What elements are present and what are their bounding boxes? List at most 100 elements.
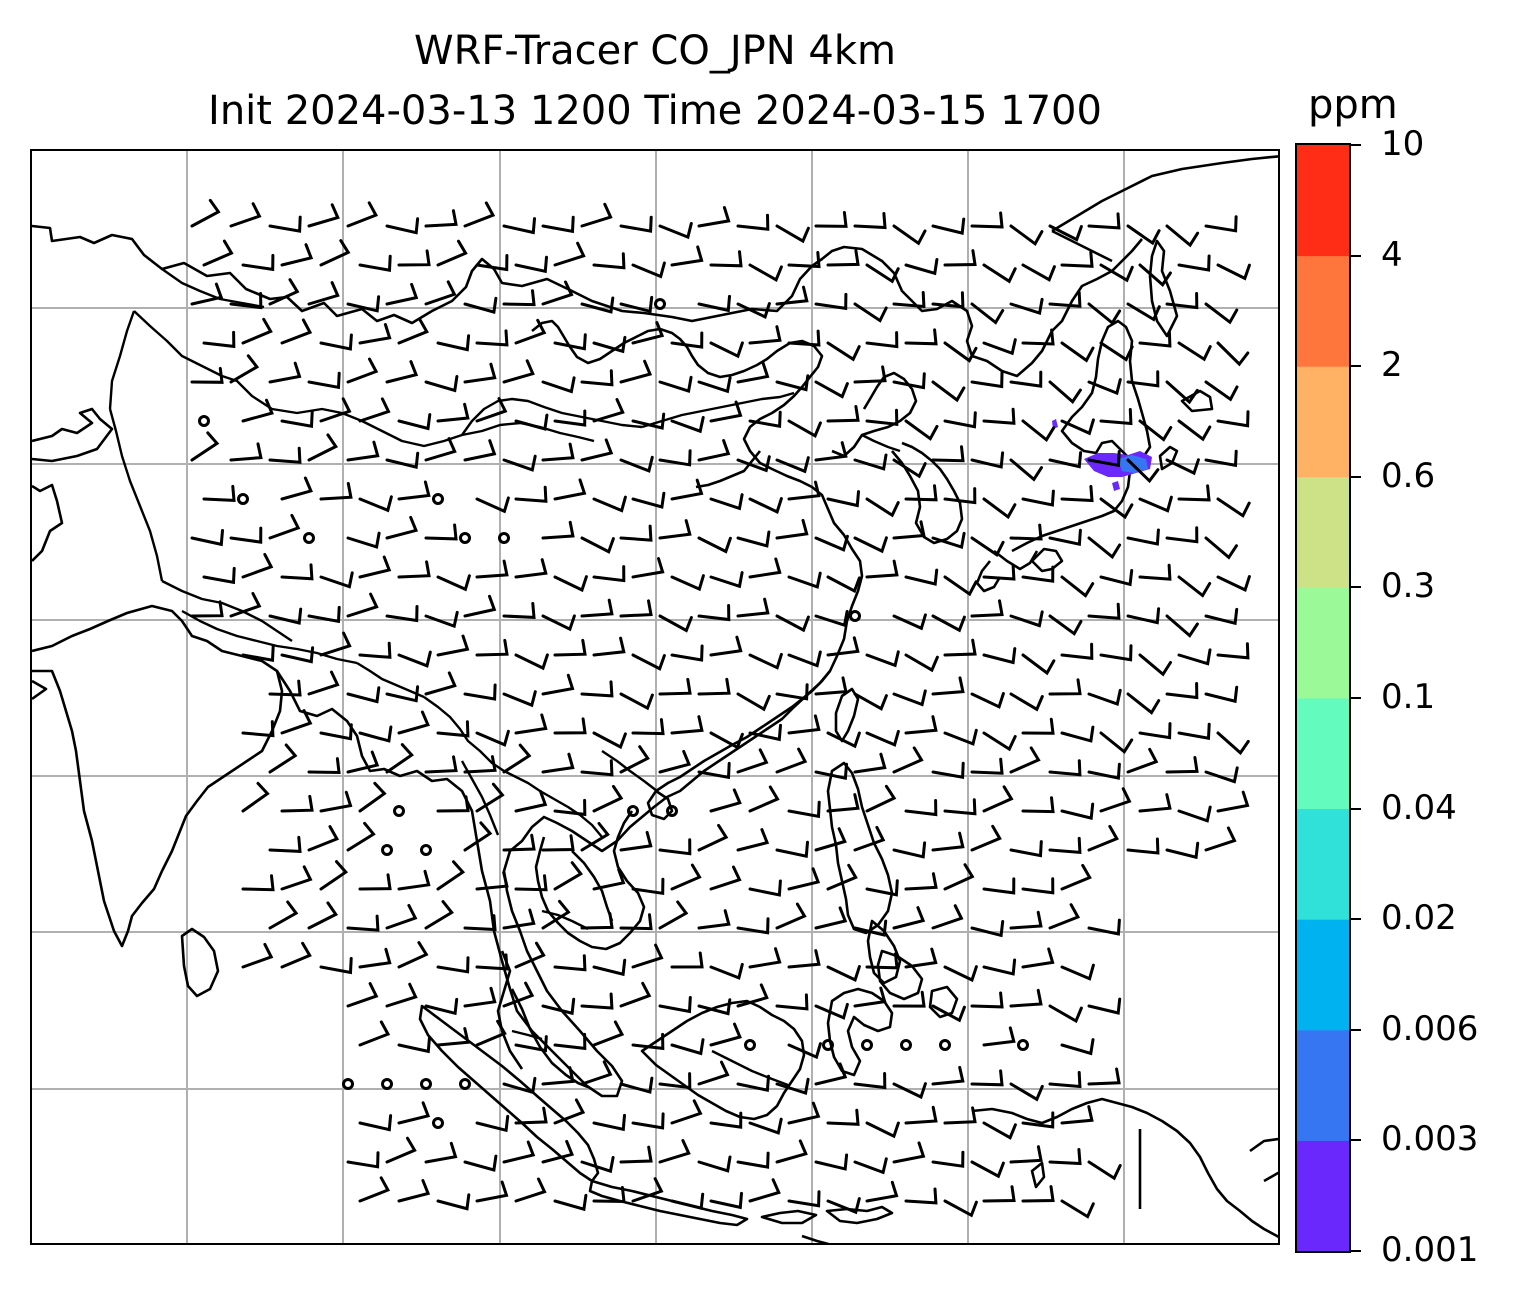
wind-barb xyxy=(1165,292,1199,310)
wind-barb xyxy=(631,1177,664,1203)
wind-barb xyxy=(826,965,861,982)
wind-barb xyxy=(358,1114,393,1132)
wind-barb xyxy=(1087,1160,1122,1181)
colorbar-tick-label: 10 xyxy=(1381,124,1425,164)
wind-barb xyxy=(748,557,782,579)
wind-barb xyxy=(319,482,353,501)
wind-barb xyxy=(1126,370,1160,388)
wind-barb xyxy=(982,647,1017,665)
wind-barb xyxy=(592,958,627,977)
wind-barb xyxy=(241,552,274,579)
wind-barb xyxy=(463,986,497,1008)
wind-barb xyxy=(943,1106,977,1125)
wind-barb xyxy=(775,683,809,701)
wind-barb xyxy=(424,671,457,696)
wind-barb xyxy=(787,480,821,501)
wind-barb xyxy=(787,1042,822,1060)
wind-barb xyxy=(514,789,548,813)
wind-barb xyxy=(1138,563,1172,581)
wind-barb xyxy=(1204,449,1238,468)
wind-barb xyxy=(865,497,900,518)
wind-barb xyxy=(307,371,341,390)
wind-barb xyxy=(748,947,782,969)
wind-barb xyxy=(202,239,234,267)
wind-barb xyxy=(658,1072,692,1090)
colorbar-tick xyxy=(1351,1139,1361,1142)
wind-barb xyxy=(514,318,547,345)
wind-barb xyxy=(1216,341,1250,367)
wind-barb xyxy=(358,1176,391,1203)
wind-barb xyxy=(241,874,275,892)
wind-barb xyxy=(931,217,966,235)
wind-barb xyxy=(1021,653,1056,676)
wind-barb xyxy=(670,574,705,592)
wind-barb xyxy=(970,536,1005,557)
wind-barb xyxy=(931,1150,965,1168)
colorbar-band xyxy=(1297,698,1349,810)
wind-barb xyxy=(892,224,927,246)
wind-barb xyxy=(709,1191,743,1210)
wind-barb xyxy=(241,720,275,738)
wind-barb xyxy=(1060,725,1095,743)
colorbar-band xyxy=(1297,476,1349,588)
wind-barb xyxy=(670,331,704,349)
wind-barb xyxy=(580,438,614,462)
wind-barb xyxy=(580,992,614,1010)
wind-barb xyxy=(982,731,1017,752)
wind-barb xyxy=(475,1019,507,1047)
wind-barb xyxy=(436,574,471,592)
wind-barb xyxy=(787,867,821,891)
wind-barb xyxy=(814,906,848,930)
wind-barb xyxy=(580,369,614,387)
wind-barb xyxy=(736,1151,770,1169)
wind-barb xyxy=(892,906,926,930)
wind-barb xyxy=(502,217,536,235)
wind-barb xyxy=(853,752,887,774)
wind-barb xyxy=(748,1117,783,1135)
wind-barb xyxy=(670,1192,705,1210)
wind-barb xyxy=(280,794,314,813)
wind-barb xyxy=(229,592,262,618)
map-panel xyxy=(30,149,1280,1245)
wind-barb xyxy=(385,360,419,384)
calm-wind-marker xyxy=(744,1039,756,1051)
wind-barb xyxy=(541,673,575,696)
wind-barb xyxy=(580,202,613,228)
wind-barb xyxy=(943,798,977,816)
wind-barb xyxy=(502,833,536,852)
wind-barb xyxy=(982,1121,1017,1140)
wind-barb xyxy=(424,900,454,930)
wind-barb xyxy=(1216,790,1250,813)
wind-barb xyxy=(1048,759,1082,777)
wind-barb xyxy=(1009,523,1043,541)
wind-barb xyxy=(826,405,860,423)
wind-barb xyxy=(475,729,510,747)
wind-barb xyxy=(553,575,588,593)
calm-wind-marker xyxy=(432,493,444,505)
wind-barb xyxy=(787,251,821,269)
wind-barb xyxy=(307,605,341,624)
wind-barb xyxy=(1087,824,1119,852)
wind-barb xyxy=(553,798,587,817)
wind-barb xyxy=(943,965,978,983)
wind-barb xyxy=(697,294,731,313)
wind-barb xyxy=(619,913,653,931)
wind-barb xyxy=(853,919,888,937)
wind-barb xyxy=(592,1186,626,1204)
wind-barb xyxy=(619,1145,653,1164)
wind-barb xyxy=(631,412,666,430)
wind-barb xyxy=(1177,575,1212,598)
wind-barb xyxy=(1048,678,1082,696)
wind-barb xyxy=(280,865,313,891)
wind-barb xyxy=(1048,224,1083,242)
wind-barb xyxy=(865,729,900,747)
wind-barb xyxy=(463,362,497,384)
wind-barb xyxy=(1009,746,1041,774)
wind-barb xyxy=(775,614,810,633)
calm-wind-marker xyxy=(342,1078,354,1090)
wind-barb xyxy=(358,323,392,345)
wind-barb xyxy=(775,374,810,392)
wind-barb xyxy=(775,224,810,244)
wind-barb xyxy=(463,594,497,618)
wind-barb xyxy=(1021,419,1056,443)
